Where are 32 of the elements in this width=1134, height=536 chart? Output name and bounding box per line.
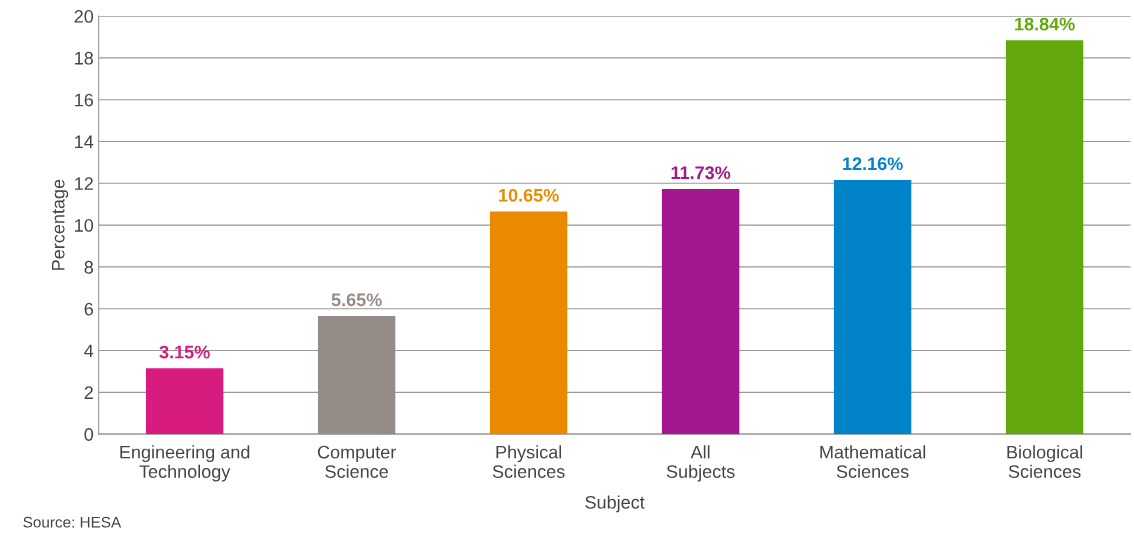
x-tick-label: All Subjects	[666, 445, 735, 482]
y-tick-label: 8	[84, 260, 94, 274]
y-tick-label: 18	[75, 51, 94, 65]
y-tick-label: 6	[84, 302, 93, 316]
data-label: 5.65%	[331, 293, 382, 307]
bar	[317, 316, 396, 435]
y-axis-title: Percentage	[51, 179, 69, 270]
y-tick-label: 20	[74, 10, 94, 23]
data-label: 10.65%	[499, 188, 559, 202]
y-tick-label: 2	[84, 386, 93, 399]
y-tick-label: 4	[84, 344, 94, 358]
y-tick-label: 0	[84, 428, 94, 441]
y-tick-label: 10	[75, 219, 94, 232]
bar	[833, 179, 912, 435]
y-tick-label: 12	[75, 177, 93, 190]
y-tick-label: 14	[75, 135, 94, 149]
bar	[489, 211, 568, 435]
x-tick-label: Physical Sciences	[492, 445, 565, 478]
data-label: 18.84%	[1015, 17, 1075, 31]
data-label: 12.16%	[843, 157, 903, 171]
data-label: 11.73%	[671, 166, 731, 180]
bar	[1005, 40, 1084, 435]
bar	[661, 188, 740, 435]
x-tick-label: Biological Sciences	[1007, 445, 1083, 478]
y-tick-label: 16	[75, 93, 94, 107]
x-axis-title: Subject	[585, 495, 645, 513]
data-label: 3.15%	[159, 345, 210, 359]
x-tick-label: Computer Science	[317, 445, 396, 478]
x-tick-label: Mathematical Sciences	[820, 445, 926, 478]
bar	[145, 368, 224, 435]
source-note: Source: HESA	[23, 516, 122, 528]
x-tick-label: Engineering and Technology	[120, 445, 250, 482]
